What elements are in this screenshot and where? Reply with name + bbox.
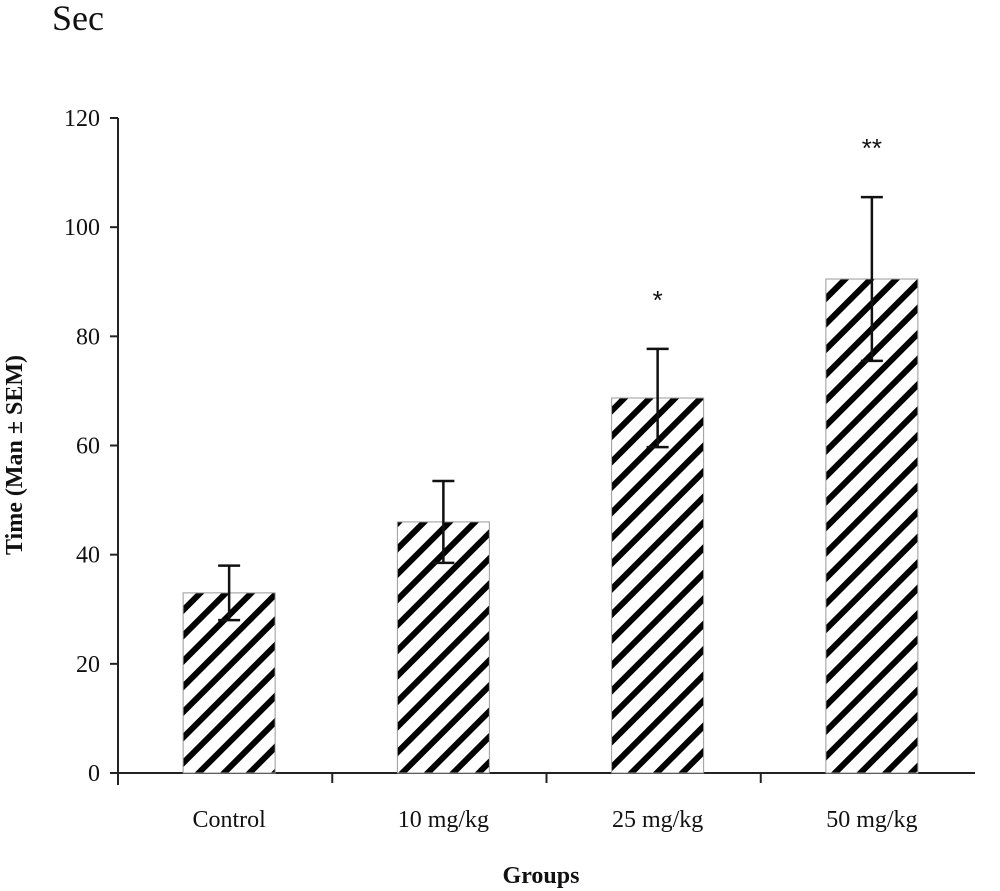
y-tick-label: 80 bbox=[76, 324, 100, 350]
x-axis-title: Groups bbox=[503, 863, 580, 889]
y-tick-label: 40 bbox=[76, 543, 100, 569]
bar-25-mg-kg bbox=[611, 397, 705, 774]
y-tick-label: 20 bbox=[76, 652, 100, 678]
y-tick-label: 0 bbox=[88, 761, 100, 787]
y-tick-label: 60 bbox=[76, 434, 100, 460]
y-tick-label: 100 bbox=[64, 215, 100, 241]
x-tick-label: 25 mg/kg bbox=[612, 807, 703, 833]
x-tick-label: Control bbox=[192, 807, 266, 833]
y-axis-title: Time (Man ± SEM) bbox=[2, 355, 28, 555]
unit-label: Sec bbox=[52, 0, 104, 38]
x-tick-label: 50 mg/kg bbox=[826, 807, 917, 833]
significance-marker: * bbox=[653, 285, 663, 315]
bar-control bbox=[182, 592, 276, 774]
y-tick-label: 120 bbox=[64, 106, 100, 132]
significance-marker: ** bbox=[862, 133, 882, 163]
x-tick-label: 10 mg/kg bbox=[398, 807, 489, 833]
